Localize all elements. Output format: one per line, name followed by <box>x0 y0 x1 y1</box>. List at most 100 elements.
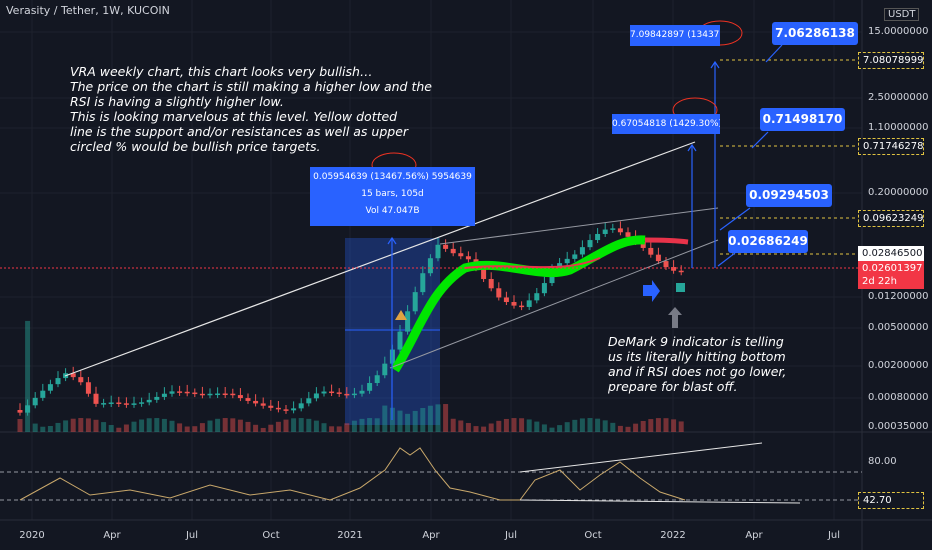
candle-body <box>245 398 251 401</box>
ribbon-edge <box>464 257 601 269</box>
annotation-line: prepare for blast off. <box>608 379 738 394</box>
candle-body <box>230 393 236 396</box>
volume-bar <box>534 421 540 432</box>
annotation-line: line is the support and/or resistances a… <box>70 124 409 139</box>
candle-body <box>458 253 464 257</box>
volume-bar <box>291 418 297 432</box>
candle-body <box>85 382 91 394</box>
volume-bar <box>481 426 487 432</box>
price-tag: 7.08078999 <box>858 52 924 69</box>
volume-bar <box>123 424 129 432</box>
volume-bar <box>275 421 281 432</box>
callout: 0.02686249 <box>728 230 808 253</box>
candle-body <box>184 391 190 394</box>
volume-bar <box>595 418 601 432</box>
candle-body <box>602 229 608 234</box>
candle-body <box>306 398 312 404</box>
volume-bar <box>55 422 61 432</box>
candle-body <box>329 391 335 394</box>
candle-body <box>336 392 342 394</box>
ribbon-green <box>391 235 646 373</box>
volume-bar <box>85 418 91 432</box>
candle-body <box>25 405 31 413</box>
measure-text: 15 bars, 105d <box>361 189 424 199</box>
candle-body <box>291 408 297 411</box>
candle-body <box>541 283 547 294</box>
volume-bar <box>405 413 411 432</box>
candle-body <box>154 396 160 400</box>
time-label: Apr <box>745 530 763 541</box>
last-price-tag: 0.02601397 <box>858 261 924 276</box>
trendline <box>64 141 696 377</box>
candle-body <box>579 247 585 255</box>
volume-bar <box>564 422 570 432</box>
volume-bar <box>458 420 464 432</box>
volume-bar <box>222 418 228 432</box>
candle-body <box>465 256 471 260</box>
volume-bar <box>602 420 608 432</box>
candle-body <box>503 297 509 303</box>
volume <box>17 320 684 432</box>
volume-bar <box>397 410 403 432</box>
volume-bar <box>329 426 335 432</box>
candle-body <box>199 393 205 396</box>
candle-body <box>481 268 487 279</box>
annotation-line: This is looking marvelous at this level.… <box>70 109 398 124</box>
candle-body <box>40 390 46 398</box>
annotation-line: and if RSI does not go lower, <box>608 364 787 379</box>
volume-bar <box>382 405 388 432</box>
annotation-line: VRA weekly chart, this chart looks very … <box>70 64 373 79</box>
candle-body <box>78 377 84 383</box>
rsi-label: 80.00 <box>868 456 897 467</box>
volume-bar <box>420 407 426 432</box>
candle-body <box>678 270 684 273</box>
candle-body <box>313 393 319 399</box>
measure-arrows <box>387 44 783 420</box>
annotation-line: The price on the chart is still making a… <box>70 79 432 94</box>
volume-bar <box>161 418 167 432</box>
candle-body <box>93 393 99 404</box>
volume-bar <box>443 404 449 432</box>
candle-body <box>253 400 259 404</box>
time-label: Oct <box>584 530 602 541</box>
volume-bar <box>146 418 152 432</box>
volume-bar <box>633 423 639 432</box>
candle-body <box>283 409 289 411</box>
volume-bar <box>344 423 350 432</box>
candle-body <box>610 228 616 230</box>
candle-body <box>32 397 38 406</box>
volume-bar <box>678 421 684 432</box>
volume-bar <box>663 418 669 432</box>
candle-body <box>367 383 373 391</box>
candle-body <box>625 232 631 237</box>
volume-bar <box>237 419 243 432</box>
channel-top <box>439 207 719 245</box>
annotation-line: RSI is having a slightly higher low. <box>70 94 284 109</box>
volume-bar <box>63 420 69 432</box>
candle-body <box>344 393 350 396</box>
candle-body <box>101 403 107 405</box>
currency-button[interactable]: USDT <box>884 8 920 21</box>
volume-bar <box>496 420 502 432</box>
candle-body <box>412 292 418 312</box>
price-label: 0.00200000 <box>868 360 929 371</box>
price-label: 1.10000000 <box>868 122 929 133</box>
support-lines <box>720 59 862 255</box>
volume-bar <box>617 425 623 432</box>
candle-body <box>663 261 669 268</box>
price-label: 0.20000000 <box>868 187 929 198</box>
candle-body <box>207 393 213 396</box>
price-label: 2.50000000 <box>868 92 929 103</box>
candle-body <box>526 300 532 307</box>
volume-bar <box>17 419 23 432</box>
price-label: 0.00035000 <box>868 421 929 432</box>
candle-body <box>450 248 456 254</box>
candle-body <box>359 390 365 394</box>
channel-bottom <box>389 239 719 369</box>
volume-bar <box>253 424 259 432</box>
volume-bar <box>70 418 76 432</box>
candle-body <box>617 228 623 233</box>
candle-body <box>268 405 274 408</box>
volume-bar <box>671 419 677 432</box>
